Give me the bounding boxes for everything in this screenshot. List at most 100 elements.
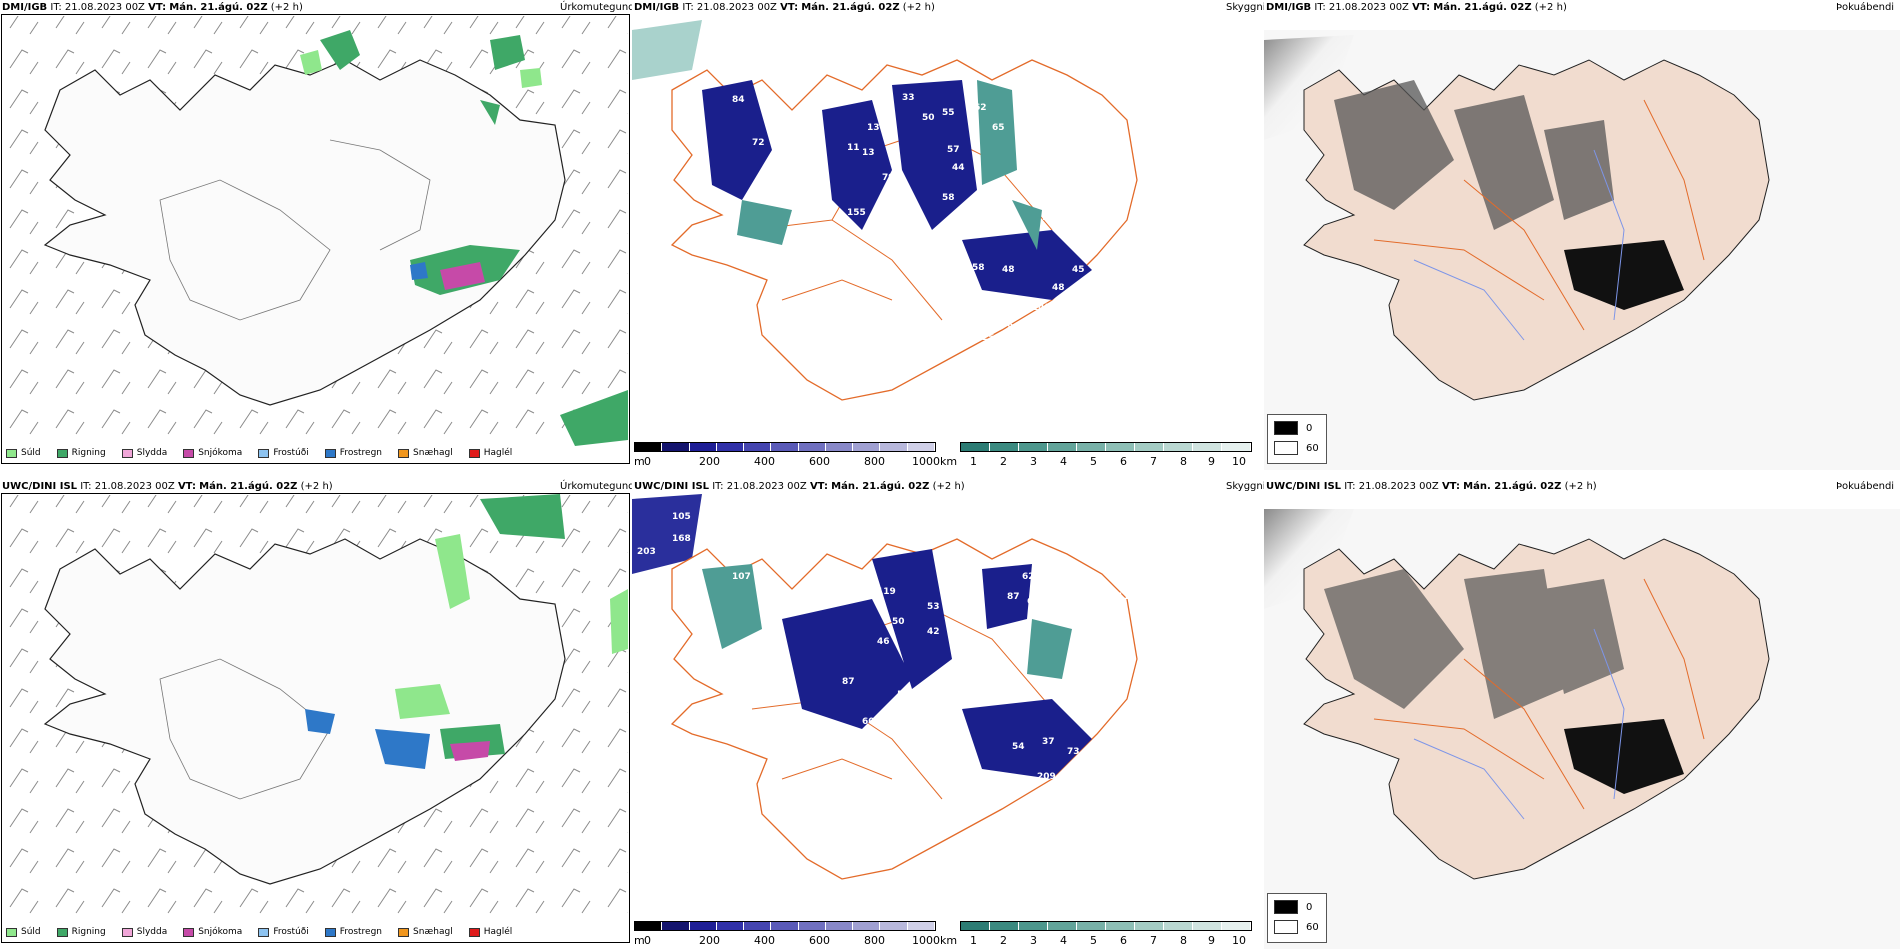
legend-item: Snæhagl <box>398 927 453 937</box>
tick-label: 7 <box>1150 934 1157 947</box>
cloudbase-visibility-panel: UWC/DINI ISL IT: 21.08.2023 00Z VT: Mán.… <box>632 479 1264 949</box>
cloudbase-map: 90 46 84 74 72 13 11 49 33 55 50 62 65 1… <box>632 20 1138 401</box>
tick-label: 7 <box>1150 455 1157 468</box>
precip-type-panel: UWC/DINI ISL IT: 21.08.2023 00Z VT: Mán.… <box>0 479 632 949</box>
precip-map <box>2 16 628 446</box>
forecast-row-2: UWC/DINI ISL IT: 21.08.2023 00Z VT: Mán.… <box>0 479 1900 949</box>
cloud-base-label: 87 <box>1007 592 1020 602</box>
cloudbase-map: 105 168 203 107 58 119 50 53 62 67 87 93… <box>632 494 1138 880</box>
legend-label: Frostregn <box>339 927 383 937</box>
cloud-base-label: 46 <box>877 637 890 647</box>
cloud-base-label: 48 <box>1052 283 1065 293</box>
precip-legend: Súld Rigning Slydda Snjókoma Frostúði Fr… <box>6 925 512 939</box>
legend-label: Rigning <box>71 927 106 937</box>
precip-freezing-rain-area <box>305 709 430 769</box>
vt-value: Mán. 21.ágú. 02Z <box>1433 2 1532 13</box>
roads <box>1373 99 1705 331</box>
cloud-base-label: 73 <box>1067 747 1080 757</box>
tick-label: 1000 <box>912 455 940 468</box>
it-label: IT: <box>1314 2 1326 13</box>
legend-label: Frostúði <box>273 927 309 937</box>
it-value: 21.08.2023 00Z <box>64 2 145 13</box>
cloud-base-label: 74 <box>772 118 785 128</box>
vt-value: Mán. 21.ágú. 02Z <box>831 481 930 492</box>
legend-item: Rigning <box>56 448 106 458</box>
legend-label: Súld <box>21 448 41 458</box>
cloud-base-label: 45 <box>952 248 965 258</box>
tick-label: 3 <box>1030 455 1037 468</box>
model-name: DMI/IGB <box>1266 2 1312 13</box>
cloud-base-label: 49 <box>882 108 895 118</box>
legend-item: Slydda <box>121 448 168 458</box>
cloudbase-visibility-panel: DMI/IGB IT: 21.08.2023 00Z VT: Mán. 21.á… <box>632 0 1264 470</box>
cloud-base-label: 60 <box>1052 682 1065 692</box>
legend-item: Frostregn <box>324 448 383 458</box>
legend-label: Slydda <box>136 927 168 937</box>
tick-label: 5 <box>1090 934 1097 947</box>
cloud-base-label: 44 <box>952 163 965 173</box>
tick-label: 400 <box>754 934 775 947</box>
tick-label: 600 <box>809 934 830 947</box>
fog-legend-row: 60 <box>1274 920 1319 934</box>
cloud-base-label: 53 <box>927 602 940 612</box>
model-name: DMI/IGB <box>2 2 48 13</box>
cloud-base-value-labels: 105 168 203 107 58 119 50 53 62 67 87 93… <box>637 512 1130 827</box>
cloud-base-label: 79 <box>882 173 895 183</box>
cloud-base-label: 62 <box>974 103 987 113</box>
legend-label: Slydda <box>136 448 168 458</box>
it-label: IT: <box>682 2 694 13</box>
panel-title: UWC/DINI ISL IT: 21.08.2023 00Z VT: Mán.… <box>634 481 965 492</box>
forecast-offset: (+2 h) <box>932 481 965 492</box>
tick-label: 200 <box>699 934 720 947</box>
cloud-base-label: 11 <box>847 143 860 153</box>
cloud-base-label: 107 <box>732 572 751 582</box>
legend-item: Haglél <box>468 448 512 458</box>
fog-legend-row: 0 <box>1274 900 1312 914</box>
legend-label: Rigning <box>71 448 106 458</box>
cloud-base-label: 84 <box>732 95 745 105</box>
cloud-base-label: 86 <box>1007 323 1020 333</box>
panel-label: Úrkomutegund <box>560 481 632 492</box>
fog-legend: 0 60 <box>1267 414 1327 464</box>
legend-swatch <box>324 448 336 458</box>
fog-indicator-panel: UWC/DINI ISL IT: 21.08.2023 00Z VT: Mán.… <box>1264 479 1900 949</box>
legend-item: Frostregn <box>324 927 383 937</box>
map-frame <box>1 493 630 943</box>
tick-label: 4 <box>1060 455 1067 468</box>
forecast-offset: (+2 h) <box>300 481 333 492</box>
tick-label: 6 <box>1120 455 1127 468</box>
legend-item: Súld <box>6 448 41 458</box>
panel-title: UWC/DINI ISL IT: 21.08.2023 00Z VT: Mán.… <box>1266 481 1597 492</box>
fog-legend: 0 60 <box>1267 893 1327 943</box>
it-label: IT: <box>50 2 62 13</box>
tick-label: 2 <box>1000 934 1007 947</box>
legend-swatch <box>468 448 480 458</box>
legend-item: Snjókoma <box>183 448 242 458</box>
forecast-offset: (+2 h) <box>1534 2 1567 13</box>
cloud-base-low-areas <box>702 80 1092 300</box>
fog-dense-area <box>1564 240 1684 310</box>
cloud-base-label: 58 <box>942 193 955 203</box>
visibility-ticks: km 1 2 3 4 5 6 7 8 9 10 <box>940 455 1250 468</box>
fog-swatch <box>1274 900 1298 914</box>
fog-legend-label: 0 <box>1306 422 1313 434</box>
roads <box>1373 578 1705 810</box>
fog-legend-label: 0 <box>1306 901 1313 913</box>
legend-swatch <box>324 927 336 937</box>
it-value: 21.08.2023 00Z <box>1358 481 1439 492</box>
visibility-areas <box>737 80 1042 250</box>
cloud-base-label: 56 <box>897 690 910 700</box>
legend-label: Frostregn <box>339 448 383 458</box>
cloudbase-unit: m <box>634 455 645 468</box>
panel-label: Þokuábendi <box>1836 2 1895 13</box>
it-label: IT: <box>712 481 724 492</box>
tick-label: 4 <box>1060 934 1067 947</box>
legend-item: Frostúði <box>258 927 309 937</box>
tick-label: 9 <box>1208 455 1215 468</box>
legend-swatch <box>121 927 133 937</box>
legend-swatch <box>258 448 270 458</box>
cloud-base-label: 55 <box>942 108 955 118</box>
legend-item: Slydda <box>121 927 168 937</box>
cloud-base-label: 13 <box>867 123 880 133</box>
cloud-base-label: 59 <box>987 817 1000 827</box>
